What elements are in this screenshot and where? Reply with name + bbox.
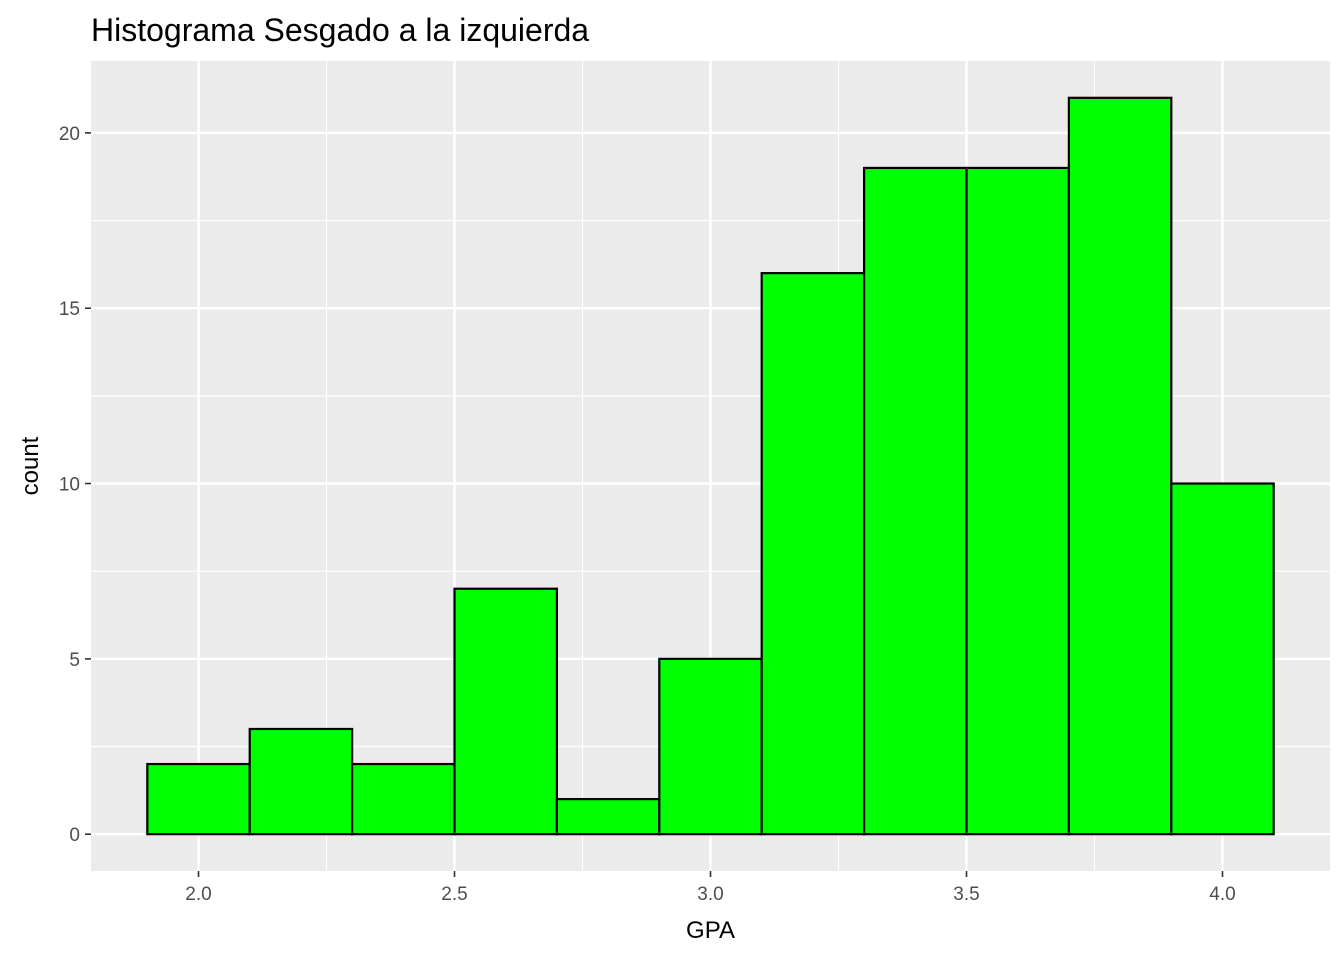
histogram-bar: [658, 657, 763, 836]
x-tick-label: 3.5: [953, 884, 979, 905]
x-axis: 2.0 2.5 3.0 3.5 4.0: [185, 871, 1236, 905]
histogram-bar: [1067, 96, 1173, 836]
y-tick-label: 15: [59, 299, 80, 320]
y-tick-label: 10: [59, 475, 80, 496]
x-axis-title: GPA: [686, 917, 735, 944]
histogram-bar: [453, 587, 559, 836]
y-tick-label: 5: [69, 650, 80, 671]
x-tick-label: 2.5: [441, 884, 467, 905]
y-axis-title: count: [17, 436, 44, 495]
histogram-bar: [760, 272, 866, 836]
y-tick-label: 20: [59, 124, 80, 145]
x-tick-label: 4.0: [1209, 884, 1235, 905]
histogram-bar: [146, 762, 251, 836]
histogram-bars: [146, 96, 1275, 836]
x-tick-label: 2.0: [185, 884, 211, 905]
histogram-bar: [351, 762, 456, 836]
y-axis: 0 5 10 15 20: [59, 124, 91, 846]
histogram-bar: [1170, 482, 1275, 836]
histogram-bar: [965, 166, 1070, 836]
chart-title: Histograma Sesgado a la izquierda: [91, 12, 590, 48]
x-tick-label: 3.0: [697, 884, 723, 905]
histogram-bar: [555, 798, 661, 836]
histogram-bar: [862, 166, 968, 836]
y-tick-label: 0: [69, 825, 80, 846]
histogram-bar: [248, 727, 354, 836]
